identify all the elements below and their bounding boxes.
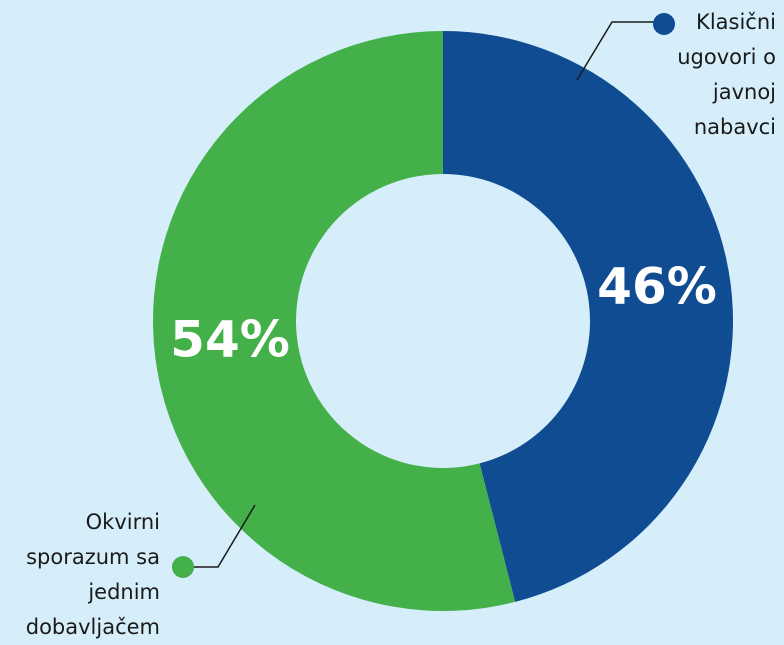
value-label: 46% xyxy=(597,258,717,316)
leader-line xyxy=(190,504,256,568)
page: {"chart_data": {"type": "pie", "donut": … xyxy=(25,10,776,639)
slice xyxy=(443,31,734,602)
legend-label: Klasični ugovori o javnoj nabavci xyxy=(677,10,776,139)
leader-line xyxy=(576,21,655,81)
value-label: 54% xyxy=(170,311,290,369)
legend-label: Okvirni sporazum sa jednim dobavljačem xyxy=(25,510,160,639)
legend-marker xyxy=(653,13,675,35)
slice xyxy=(153,31,516,611)
legend-marker xyxy=(172,556,194,578)
chart: 46% 54% xyxy=(153,13,734,611)
